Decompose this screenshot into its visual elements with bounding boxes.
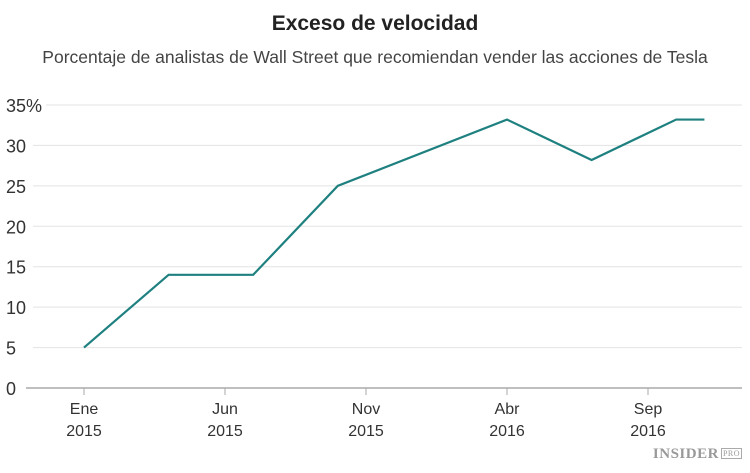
logo-badge: PRO bbox=[720, 448, 742, 459]
x-tick-label: Abr bbox=[495, 401, 521, 418]
x-tick-year-label: 2015 bbox=[66, 423, 102, 440]
y-tick-label: 10 bbox=[6, 298, 26, 318]
x-tick-year-label: 2016 bbox=[630, 423, 666, 440]
y-tick-label: 0 bbox=[6, 379, 16, 399]
y-tick-label: 30 bbox=[6, 136, 26, 156]
series-line bbox=[83, 118, 705, 349]
y-tick-label: 25 bbox=[6, 177, 26, 197]
x-tick-year-label: 2016 bbox=[489, 423, 525, 440]
x-tick-year-label: 2015 bbox=[348, 423, 384, 440]
x-tick-label: Nov bbox=[352, 401, 380, 418]
x-tick-label: Jun bbox=[212, 401, 238, 418]
y-tick-label: 15 bbox=[6, 258, 26, 278]
x-tick-year-label: 2015 bbox=[207, 423, 243, 440]
x-tick-label: Ene bbox=[70, 401, 99, 418]
insider-pro-logo: INSIDER PRO bbox=[653, 446, 742, 463]
logo-text: INSIDER bbox=[652, 446, 719, 462]
y-tick-label: 35% bbox=[6, 96, 42, 116]
chart-title: Exceso de velocidad bbox=[271, 12, 479, 35]
x-tick-label: Sep bbox=[634, 401, 663, 418]
y-tick-label: 5 bbox=[6, 339, 16, 359]
chart-subtitle: Porcentaje de analistas de Wall Street q… bbox=[42, 47, 708, 67]
y-tick-label: 20 bbox=[6, 217, 26, 237]
